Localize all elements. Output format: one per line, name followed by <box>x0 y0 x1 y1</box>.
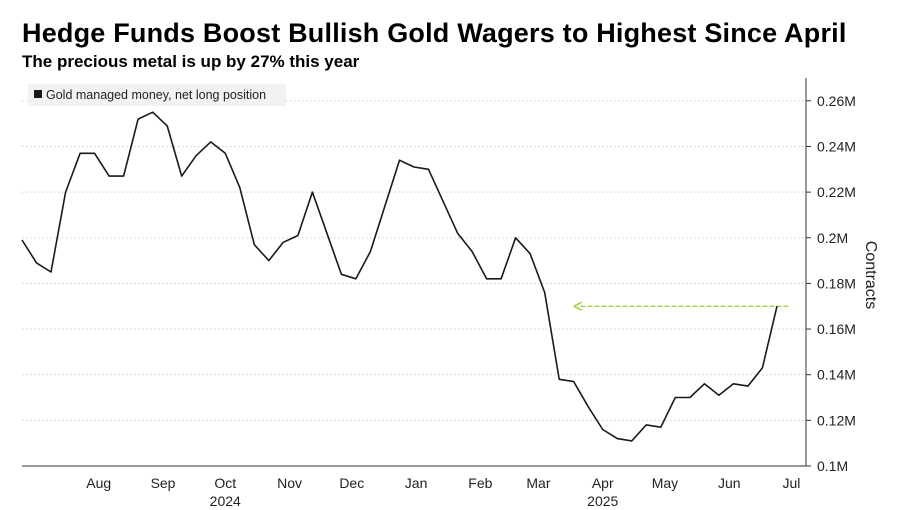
x-tick-label: Jul <box>783 475 801 491</box>
x-tick-label: Nov <box>277 475 302 491</box>
annotation-layer <box>573 301 789 311</box>
x-tick-label: Oct <box>214 475 236 491</box>
chart-title: Hedge Funds Boost Bullish Gold Wagers to… <box>22 18 847 48</box>
x-tick-label: Jun <box>718 475 741 491</box>
annotation-arrow-head <box>573 301 582 311</box>
x-tick-label: Sep <box>151 475 176 491</box>
y-axis: 0.26M 0.24M 0.22M 0.2M 0.18M 0.16M 0.14M 0.12M 0… <box>805 78 856 474</box>
x-tick-label: Aug <box>86 475 111 491</box>
legend-box <box>28 84 286 106</box>
legend-swatch <box>34 90 42 98</box>
x-tick-label: Jan <box>405 475 428 491</box>
y-tick-label: 0.24M <box>817 138 856 154</box>
y-axis-title: Contracts <box>862 241 879 309</box>
x-year-label: 2024 <box>210 493 241 509</box>
chart-subtitle: The precious metal is up by 27% this yea… <box>22 52 360 71</box>
legend: Gold managed money, net long position <box>28 84 286 106</box>
series-line <box>21 111 778 442</box>
x-year-label: 2025 <box>587 493 618 509</box>
y-tick-label: 0.12M <box>817 412 856 428</box>
y-tick-label: 0.16M <box>817 321 856 337</box>
y-tick-label: 0.14M <box>817 367 856 383</box>
x-tick-label: May <box>652 475 678 491</box>
y-tick-label: 0.18M <box>817 275 856 291</box>
x-tick-label: Apr <box>592 475 614 491</box>
x-tick-label: Feb <box>468 475 492 491</box>
y-tick-label: 0.1M <box>817 458 848 474</box>
series-layer <box>21 111 778 442</box>
gridlines <box>22 100 806 467</box>
x-tick-label: Dec <box>339 475 364 491</box>
y-tick-label: 0.2M <box>817 230 848 246</box>
legend-label: Gold managed money, net long position <box>46 88 266 102</box>
y-tick-label: 0.26M <box>817 93 856 109</box>
y-tick-label: 0.22M <box>817 184 856 200</box>
x-axis: Aug Sep Oct Nov Dec Jan Feb Mar Apr May Jun Jul 2024… <box>22 465 806 509</box>
x-tick-label: Mar <box>526 475 550 491</box>
